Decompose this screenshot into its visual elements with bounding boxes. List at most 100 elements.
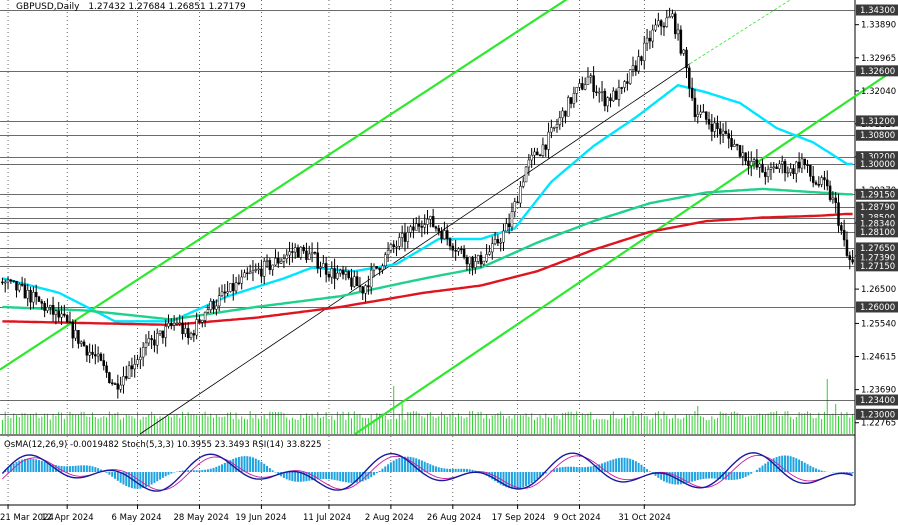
candle-body [609, 97, 612, 102]
candle-body [460, 248, 463, 251]
candle-body [620, 87, 623, 89]
candle-body [133, 363, 136, 370]
candle-body [414, 223, 418, 231]
candle-body [592, 75, 595, 93]
candle-body [541, 144, 545, 156]
candle-body [476, 255, 480, 262]
candle-body [462, 248, 466, 258]
candle-body [139, 356, 142, 360]
candle-body [775, 166, 778, 169]
candle-body [37, 296, 41, 302]
candle-body [161, 330, 165, 338]
candle-body [809, 164, 812, 177]
candle-body [127, 365, 131, 379]
candle-body [493, 239, 497, 245]
level-label-box-8 [856, 212, 898, 224]
candle-body [392, 244, 395, 247]
candle-body [490, 243, 494, 253]
candle-body [9, 279, 13, 282]
candle-body [324, 263, 328, 275]
candle-body [755, 159, 759, 168]
level-label-box-5 [856, 158, 898, 170]
candle-body [409, 226, 412, 233]
candle-body [431, 216, 435, 227]
candle-body [842, 230, 846, 241]
candle-body [496, 239, 500, 244]
candle-body [524, 166, 528, 183]
candle-body [122, 376, 125, 386]
candle-body [15, 281, 18, 291]
candle-body [32, 292, 35, 303]
price-tick-label: 1.24615 [861, 353, 896, 363]
candle-body [519, 186, 522, 204]
ohlc-label: 1.27432 1.27684 1.26851 1.27179 [88, 2, 246, 12]
candle-body [395, 246, 398, 248]
candle-body [268, 260, 272, 270]
candle-body [49, 305, 52, 308]
candle-body [99, 353, 103, 361]
candle-body [789, 168, 792, 173]
candle-body [167, 322, 170, 327]
candle-body [488, 251, 491, 255]
candle-body [744, 152, 747, 162]
candle-body [26, 290, 29, 299]
level-label: 1.27650 [860, 244, 895, 254]
candle-body [800, 158, 804, 169]
candle-body [229, 283, 232, 292]
candle-body [147, 338, 151, 344]
candle-body [679, 29, 683, 54]
candle-body [94, 354, 97, 357]
candle-body [834, 197, 837, 203]
candle-body [544, 144, 547, 150]
level-label-box-9 [856, 217, 898, 229]
candle-body [65, 315, 69, 322]
candle-body [738, 145, 742, 157]
candle-body [628, 69, 632, 84]
candle-body [651, 29, 654, 42]
level-label-box-16 [856, 408, 898, 420]
candle-body [690, 87, 694, 99]
candle-body [676, 29, 680, 35]
candle-body [361, 286, 365, 294]
candle-body [581, 83, 584, 90]
candle-body [792, 168, 795, 174]
candle-body [688, 67, 691, 89]
level-label: 1.27390 [860, 253, 895, 263]
candle-body [341, 270, 345, 275]
candle-body [730, 138, 733, 147]
candle-body [384, 254, 387, 267]
candle-body [735, 144, 739, 146]
candle-body [550, 127, 553, 133]
stoch-main-line [1, 452, 853, 492]
candle-body [232, 283, 235, 292]
candles [1, 7, 854, 399]
candle-body [251, 270, 255, 273]
candle-body [130, 365, 134, 370]
candle-body [578, 83, 581, 88]
candle-body [471, 256, 474, 268]
level-label-box-10 [856, 226, 898, 238]
candle-body [18, 284, 21, 291]
candle-body [614, 90, 618, 100]
candle-body [155, 333, 159, 346]
candle-body [308, 253, 311, 260]
indicator-panel [1, 452, 854, 492]
candle-body [212, 300, 215, 310]
trend-channel [0, 0, 898, 435]
candle-body [293, 247, 297, 253]
candle-body [769, 167, 773, 170]
symbol-label: GBPUSD,Daily [16, 2, 80, 12]
candle-body [451, 245, 455, 251]
candle-body [848, 255, 852, 260]
candle-body [164, 326, 167, 338]
candle-body [417, 223, 421, 227]
candle-body [567, 97, 570, 117]
candle-body [840, 225, 843, 231]
candle-body [597, 91, 601, 94]
candle-body [513, 201, 517, 213]
candle-body [381, 265, 384, 271]
candle-body [699, 111, 702, 115]
